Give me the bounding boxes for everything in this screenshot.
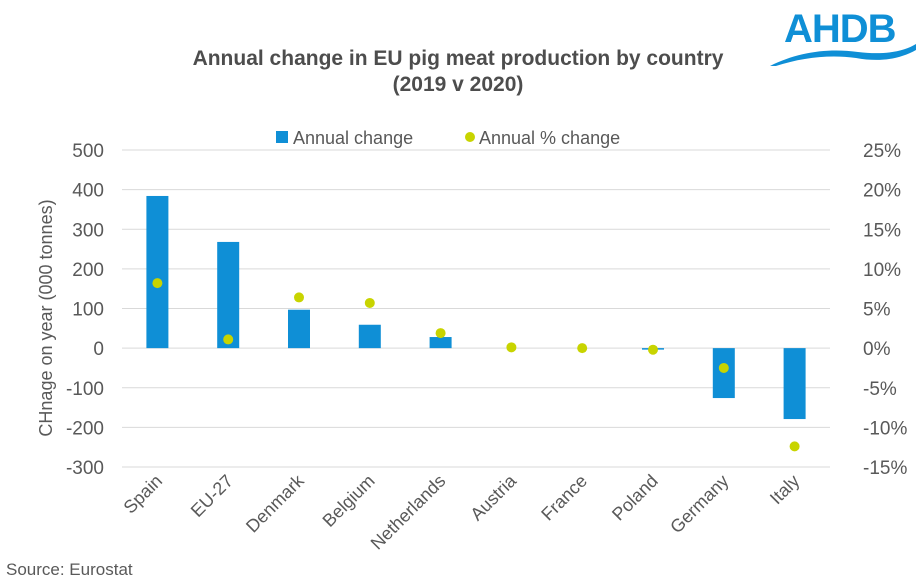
dot-italy	[789, 441, 800, 452]
legend-swatch-annual-change	[276, 131, 288, 143]
y2-tick-label: 5%	[863, 300, 891, 321]
source-note: Source: Eurostat	[6, 560, 133, 579]
x-tick-label: Poland	[608, 471, 662, 525]
y-tick-label: 400	[72, 181, 104, 202]
bar-italy	[783, 348, 806, 420]
dot-germany	[718, 362, 729, 373]
chart-title-main: Annual change in EU pig meat production …	[192, 47, 724, 70]
x-tick-label: Germany	[666, 471, 732, 537]
y-axis-label: CHnage on year (000 tonnes)	[36, 199, 56, 436]
y-tick-label: -200	[66, 418, 104, 439]
ahdb-logo: AHDB	[770, 7, 916, 66]
gridlines	[122, 149, 830, 468]
y2-tick-label: -15%	[863, 458, 907, 479]
y-tick-label: 500	[72, 141, 104, 162]
x-tick-label: France	[537, 471, 591, 525]
y-tick-label: 300	[72, 220, 104, 241]
y2-axis-ticks: 25% 20% 15% 10% 5% 0% -5% -10% -15%	[863, 141, 907, 479]
legend: Annual change Annual % change	[276, 128, 620, 148]
y-tick-label: -100	[66, 379, 104, 400]
dot-poland	[648, 344, 658, 355]
y2-tick-label: 20%	[863, 181, 901, 202]
y-tick-label: 200	[72, 260, 104, 281]
logo-wave-icon	[770, 44, 916, 66]
y2-tick-label: 10%	[863, 260, 901, 281]
bar-eu-27	[217, 241, 240, 349]
x-tick-label: Spain	[120, 471, 167, 518]
bar-netherlands	[429, 337, 452, 349]
bar-belgium	[358, 324, 381, 349]
dot-series	[152, 278, 800, 452]
chart-title: Annual change in EU pig meat production …	[0, 46, 916, 98]
y2-tick-label: 25%	[863, 141, 901, 162]
x-tick-label: Austria	[466, 470, 520, 524]
dot-belgium	[364, 297, 375, 308]
y-axis-ticks: 500 400 300 200 100 0 -100 -200 -300	[66, 141, 104, 479]
bar-germany	[712, 348, 735, 399]
y-tick-label: 0	[93, 339, 104, 360]
dot-eu-27	[223, 334, 234, 345]
chart-subtitle: (2019 v 2020)	[392, 73, 524, 96]
dot-france	[577, 343, 588, 354]
x-tick-label: EU-27	[187, 471, 237, 521]
y2-tick-label: -5%	[863, 379, 897, 400]
x-tick-label: Denmark	[242, 470, 308, 536]
y2-tick-label: 15%	[863, 220, 901, 241]
x-tick-label: Italy	[766, 471, 803, 508]
legend-label-annual-pct-change: Annual % change	[479, 128, 620, 148]
dot-netherlands	[435, 328, 446, 339]
y2-tick-label: -10%	[863, 418, 907, 439]
legend-label-annual-change: Annual change	[293, 128, 413, 148]
x-tick-label: Belgium	[319, 471, 379, 531]
bar-spain	[146, 195, 169, 349]
y-tick-label: 100	[72, 300, 104, 321]
legend-swatch-annual-pct-change	[465, 132, 475, 142]
dot-spain	[152, 278, 163, 289]
y-tick-label: -300	[66, 458, 104, 479]
y2-tick-label: 0%	[863, 339, 891, 360]
bar-denmark	[288, 309, 310, 349]
dot-denmark	[294, 292, 304, 303]
dot-austria	[506, 342, 517, 353]
logo-text: AHDB	[784, 7, 896, 51]
x-tick-label: Netherlands	[367, 471, 450, 554]
